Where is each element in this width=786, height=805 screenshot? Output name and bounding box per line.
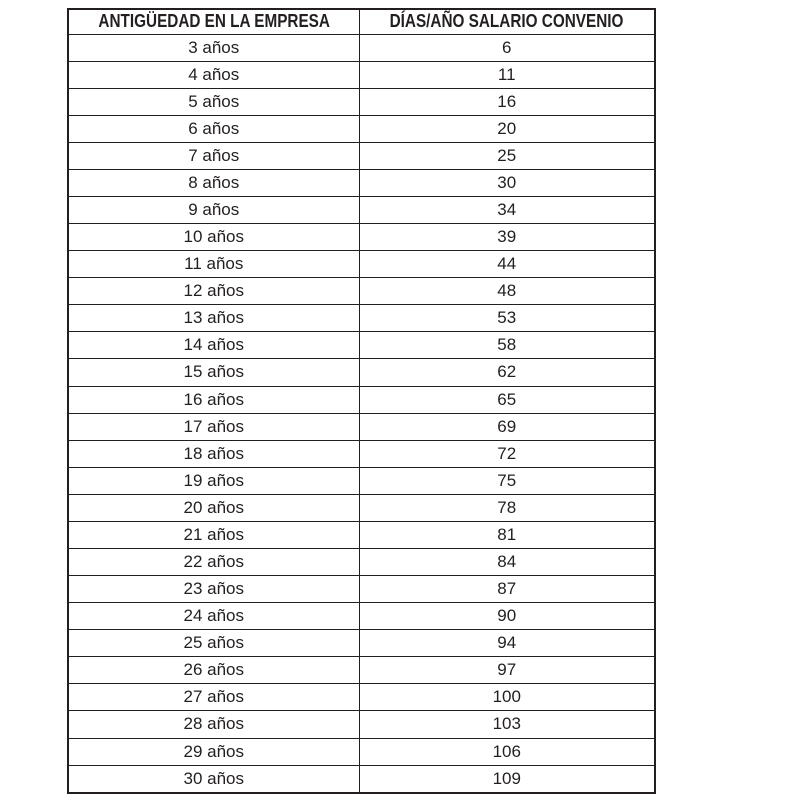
table-row: 7 años 25 (67, 141, 656, 170)
days-per-year-cell: 44 (358, 250, 656, 279)
days-per-year-cell: 30 (358, 168, 656, 197)
days-per-year-cell: 11 (358, 60, 656, 89)
table-row: 21 años 81 (67, 520, 656, 549)
days-per-year-cell: 53 (358, 304, 656, 333)
days-per-year-cell: 72 (358, 439, 656, 468)
seniority-cell: 16 años (67, 385, 360, 414)
days-per-year-cell: 94 (358, 629, 656, 658)
days-per-year-cell: 58 (358, 331, 656, 360)
days-per-year-cell: 62 (358, 358, 656, 387)
col-header-antiguedad-label: ANTIGÜEDAD EN LA EMPRESA (97, 11, 330, 32)
table-row: 24 años 90 (67, 602, 656, 631)
table-row: 20 años 78 (67, 493, 656, 522)
seniority-cell: 23 años (67, 575, 360, 604)
days-per-year-cell: 87 (358, 575, 656, 604)
days-per-year-cell: 6 (358, 33, 656, 62)
seniority-cell: 8 años (67, 168, 360, 197)
seniority-cell: 19 años (67, 466, 360, 495)
days-per-year-cell: 25 (358, 141, 656, 170)
table-row: 11 años 44 (67, 250, 656, 279)
seniority-cell: 27 años (67, 683, 360, 712)
table-row: 17 años 69 (67, 412, 656, 441)
seniority-days-table: ANTIGÜEDAD EN LA EMPRESA DÍAS/AÑO SALARI… (67, 8, 656, 794)
days-per-year-cell: 48 (358, 277, 656, 306)
days-per-year-cell: 65 (358, 385, 656, 414)
table-row: 8 años 30 (67, 168, 656, 197)
seniority-cell: 5 años (67, 87, 360, 116)
table-body: 3 años 6 4 años 11 5 años 16 6 años 20 7 años 25 8… (67, 33, 656, 794)
seniority-cell: 28 años (67, 710, 360, 739)
seniority-cell: 21 años (67, 520, 360, 549)
table-row: 22 años 84 (67, 547, 656, 577)
seniority-cell: 18 años (67, 439, 360, 468)
table-row: 25 años 94 (67, 629, 656, 658)
seniority-cell: 13 años (67, 304, 360, 333)
table-row: 27 años 100 (67, 683, 656, 712)
days-per-year-cell: 69 (358, 412, 656, 441)
seniority-cell: 11 años (67, 250, 360, 279)
days-per-year-cell: 39 (358, 223, 656, 252)
seniority-cell: 10 años (67, 223, 360, 252)
seniority-cell: 25 años (67, 629, 360, 658)
seniority-cell: 15 años (67, 358, 360, 387)
table-row: 28 años 103 (67, 710, 656, 739)
table-row: 26 años 97 (67, 656, 656, 685)
table-row: 15 años 62 (67, 358, 656, 387)
seniority-cell: 3 años (67, 33, 360, 62)
seniority-cell: 22 años (67, 547, 360, 577)
seniority-cell: 9 años (67, 195, 360, 225)
days-per-year-cell: 109 (358, 764, 656, 794)
seniority-cell: 29 años (67, 737, 360, 766)
col-header-dias-salario-label: DÍAS/AÑO SALARIO CONVENIO (389, 11, 624, 32)
days-per-year-cell: 16 (358, 87, 656, 116)
seniority-cell: 14 años (67, 331, 360, 360)
days-per-year-cell: 81 (358, 520, 656, 549)
seniority-cell: 17 años (67, 412, 360, 441)
seniority-cell: 20 años (67, 493, 360, 522)
days-per-year-cell: 20 (358, 114, 656, 143)
header-row: ANTIGÜEDAD EN LA EMPRESA DÍAS/AÑO SALARI… (67, 8, 656, 35)
days-per-year-cell: 75 (358, 466, 656, 495)
table-row: 29 años 106 (67, 737, 656, 766)
days-per-year-cell: 97 (358, 656, 656, 685)
col-header-antiguedad: ANTIGÜEDAD EN LA EMPRESA (67, 8, 360, 35)
table-row: 10 años 39 (67, 223, 656, 252)
table-row: 16 años 65 (67, 385, 656, 414)
seniority-cell: 4 años (67, 60, 360, 89)
days-per-year-cell: 34 (358, 195, 656, 225)
table-row: 4 años 11 (67, 60, 656, 89)
days-per-year-cell: 100 (358, 683, 656, 712)
seniority-cell: 7 años (67, 141, 360, 170)
table-row: 14 años 58 (67, 331, 656, 360)
table-row: 30 años 109 (67, 764, 656, 794)
days-per-year-cell: 78 (358, 493, 656, 522)
days-per-year-cell: 84 (358, 547, 656, 577)
table-row: 3 años 6 (67, 33, 656, 62)
table-row: 23 años 87 (67, 575, 656, 604)
table-row: 12 años 48 (67, 277, 656, 306)
seniority-cell: 6 años (67, 114, 360, 143)
table-row: 6 años 20 (67, 114, 656, 143)
seniority-cell: 24 años (67, 602, 360, 631)
seniority-cell: 30 años (67, 764, 360, 794)
days-per-year-cell: 106 (358, 737, 656, 766)
days-per-year-cell: 90 (358, 602, 656, 631)
col-header-dias-salario: DÍAS/AÑO SALARIO CONVENIO (358, 8, 656, 35)
days-per-year-cell: 103 (358, 710, 656, 739)
table-row: 13 años 53 (67, 304, 656, 333)
table-row: 9 años 34 (67, 195, 656, 225)
table-row: 18 años 72 (67, 439, 656, 468)
seniority-cell: 26 años (67, 656, 360, 685)
table-row: 19 años 75 (67, 466, 656, 495)
table-row: 5 años 16 (67, 87, 656, 116)
seniority-cell: 12 años (67, 277, 360, 306)
